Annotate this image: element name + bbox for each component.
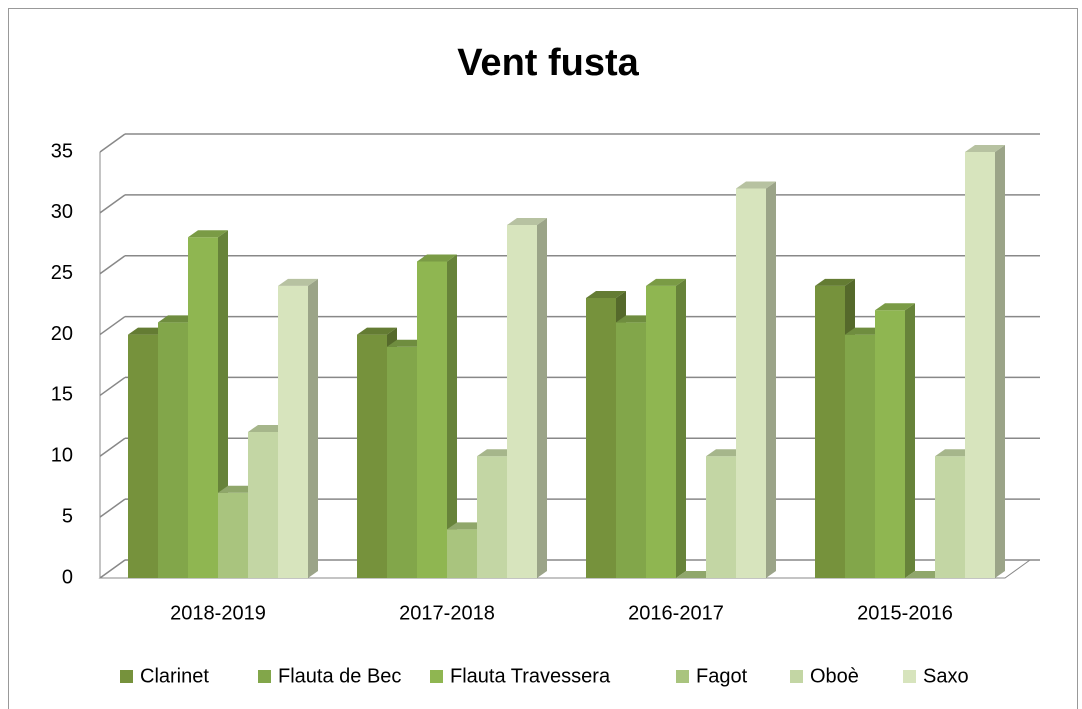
grid-line: [99, 559, 126, 579]
legend-label: Clarinet: [140, 665, 209, 687]
bar-front: [278, 285, 308, 578]
bar-front: [387, 346, 417, 578]
grid-line: [99, 194, 126, 214]
bar-front: [646, 285, 676, 578]
legend-swatch: [676, 670, 689, 683]
bar-front: [158, 322, 188, 578]
legend-swatch: [258, 670, 271, 683]
bar-front: [477, 456, 507, 578]
y-tick-label: 15: [51, 384, 73, 406]
bar-top: [646, 278, 686, 286]
bar-top: [875, 303, 915, 311]
bar-side: [995, 145, 1005, 578]
bar-front: [218, 492, 248, 578]
bar: [875, 303, 915, 578]
legend-label: Saxo: [923, 665, 969, 687]
y-tick-label: 30: [51, 201, 73, 223]
bar-top: [278, 278, 318, 286]
bar-front: [357, 334, 387, 578]
x-tick-label: 2016-2017: [628, 602, 724, 624]
y-tick-label: 5: [62, 505, 73, 527]
y-tick-label: 10: [51, 445, 73, 467]
bar-side: [766, 181, 776, 578]
bar: [646, 278, 686, 578]
legend-label: Flauta Travessera: [450, 665, 611, 687]
bar-top: [507, 218, 547, 226]
legend-swatch: [790, 670, 803, 683]
bar-top: [357, 327, 397, 335]
grid-line: [99, 315, 126, 336]
bar: [965, 145, 1005, 578]
bar-side: [308, 278, 318, 578]
x-tick-label: 2015-2016: [857, 602, 953, 624]
x-tick-label: 2018-2019: [170, 602, 266, 624]
grid-line: [99, 133, 126, 153]
bar-front: [935, 456, 965, 578]
bar: [736, 181, 776, 578]
y-tick-label: 25: [51, 262, 73, 284]
legend-swatch: [903, 670, 916, 683]
bar: [417, 254, 457, 579]
bar: [278, 278, 318, 578]
bar-side: [537, 218, 547, 578]
bar-side: [447, 254, 457, 579]
bar-front: [188, 237, 218, 578]
bar-front: [736, 188, 766, 578]
y-tick-label: 20: [51, 323, 73, 345]
y-tick-label: 35: [51, 140, 73, 162]
legend-label: Flauta de Bec: [278, 665, 401, 687]
bar-top: [736, 181, 776, 189]
bar-front: [248, 431, 278, 578]
bar-front: [815, 285, 845, 578]
bar-side: [905, 303, 915, 578]
legend-swatch: [120, 670, 133, 683]
legend-swatch: [430, 670, 443, 683]
bar: [507, 218, 547, 578]
grid-line: [99, 376, 126, 397]
bar-top: [188, 230, 228, 238]
legend-label: Oboè: [810, 665, 859, 687]
bar-front: [507, 225, 537, 578]
bar-front: [447, 529, 477, 578]
chart-title: Vent fusta: [457, 42, 639, 84]
bar-front: [965, 152, 995, 578]
bar-top: [417, 254, 457, 262]
grid-line: [99, 255, 126, 275]
grid-line: [99, 498, 126, 518]
y-tick-label: 0: [62, 566, 73, 588]
bar-front: [706, 456, 736, 578]
bar-top: [586, 291, 626, 299]
x-tick-label: 2017-2018: [399, 602, 495, 624]
bar-top: [815, 278, 855, 286]
bar-front: [417, 261, 447, 578]
bar-front: [616, 322, 646, 578]
grid-line: [99, 437, 126, 457]
bar-side: [676, 278, 686, 578]
bar-front: [128, 334, 158, 578]
bar-top: [965, 145, 1005, 152]
bar-front: [875, 310, 905, 578]
bar-front: [586, 298, 616, 578]
bar-front: [845, 334, 875, 578]
legend-label: Fagot: [696, 665, 748, 687]
